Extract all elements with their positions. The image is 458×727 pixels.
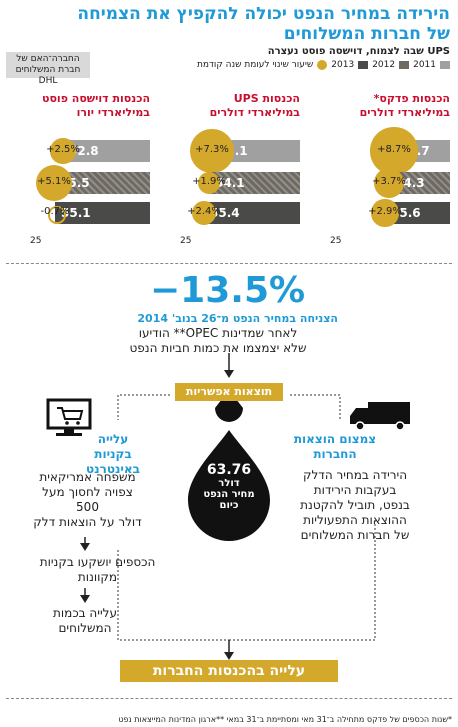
left-text-line: מקוונות bbox=[77, 570, 118, 584]
small-oil-drop-icon bbox=[215, 390, 243, 422]
right-branch-title: צמצום הוצאות החברות bbox=[293, 432, 377, 461]
chart-subtitle-text: במיליארדי דולרים bbox=[359, 106, 450, 119]
chart-title: הכנסות דוישסה פוסט במיליארדי יורו bbox=[42, 92, 150, 120]
change-label: -0.7% bbox=[40, 206, 70, 217]
oil-drop-percent: −13.5% bbox=[150, 270, 306, 311]
dhl-note: החברה־האם של חברת המשלוחים DHL bbox=[6, 52, 90, 86]
chart-title: הכנסות UPS במיליארדי דולרים bbox=[210, 92, 300, 120]
chart-title-text: הכנסות פדקס* bbox=[373, 92, 450, 105]
left-branch-text-3: עלייה בכמות המשלוחים bbox=[40, 606, 130, 636]
chart-title-text: הכנסות UPS bbox=[233, 92, 300, 105]
axis-label: 25 bbox=[30, 236, 42, 246]
bar-2013: 55.1 bbox=[55, 202, 150, 224]
change-label: +1.9% bbox=[192, 176, 226, 187]
left-branch-text-2: הכספים יושקעו בקניות מקוונות bbox=[30, 555, 165, 585]
legend-2013-swatch bbox=[358, 61, 369, 69]
change-bubble bbox=[371, 199, 399, 227]
opec-line-2: שלא יצמצמו את כמות חביות הנפט bbox=[129, 341, 307, 355]
axis-label: 25 bbox=[180, 236, 192, 246]
right-text-line: בנפט, תוביל להקטנת bbox=[300, 498, 410, 512]
left-text-line: עלייה בכמות bbox=[53, 606, 117, 620]
left-text-line: משפחה אמריקאית bbox=[39, 470, 136, 484]
right-text-line: בעקבות הירידות bbox=[313, 483, 397, 497]
left-branch-text-1: משפחה אמריקאית צפויה לחסוך מעל 500 דולר … bbox=[30, 470, 145, 530]
branch-right-top bbox=[290, 394, 341, 420]
legend-change-dot bbox=[317, 60, 328, 70]
change-label: +3.7% bbox=[372, 176, 406, 187]
computer-icon bbox=[46, 398, 92, 430]
axis-label: 25 bbox=[330, 236, 342, 246]
change-label: +5.1% bbox=[37, 176, 71, 187]
legend-change-label: שיעור שינוי לעומת שנה קודמת bbox=[196, 60, 314, 70]
left-text-line: המשלוחים bbox=[58, 621, 112, 635]
opec-text: לאחר שמדינות OPEC** הודיעו שלא יצמצמו את… bbox=[98, 326, 338, 356]
bar-2013: 55.4 bbox=[204, 202, 300, 224]
arrow-head-outcomes bbox=[224, 370, 234, 378]
oil-price-unit: דולר bbox=[218, 478, 240, 489]
change-bubble bbox=[190, 129, 234, 173]
oil-price-desc-1: מחיר הנפט bbox=[203, 489, 255, 500]
legend-2011-label: 2011 bbox=[413, 60, 436, 70]
change-label: +7.3% bbox=[195, 144, 229, 155]
bar-value-label: 55.1 bbox=[61, 206, 91, 220]
change-bubble bbox=[370, 127, 418, 175]
left-branch-title: עלייה בקניות באינטרנט bbox=[86, 432, 140, 476]
oil-price-value: 63.76 bbox=[206, 462, 252, 478]
branch-left-top bbox=[117, 394, 170, 420]
oil-price: 63.76 דולר מחיר הנפט כיום bbox=[190, 462, 268, 511]
change-bubble bbox=[35, 164, 73, 202]
footer-divider bbox=[6, 698, 452, 699]
title-line-2: של חברות המשלוחים bbox=[283, 24, 450, 44]
cart-icon bbox=[57, 407, 84, 420]
change-bubble bbox=[191, 200, 217, 226]
legend-2013-label: 2013 bbox=[331, 60, 355, 70]
opec-line-1: לאחר שמדינות OPEC** הודיעו bbox=[138, 326, 298, 340]
left-arrow-2-head bbox=[80, 595, 90, 603]
branch-left-bottom bbox=[117, 550, 229, 641]
big-oil-drop-icon bbox=[188, 430, 270, 541]
left-text-line: דולר על הוצאות דלק bbox=[33, 515, 142, 529]
change-label: +8.7% bbox=[377, 144, 411, 155]
change-label: +2.5% bbox=[46, 144, 80, 155]
right-branch-text: הירידה במחיר הדלק בעקבות הירידות בנפט, ת… bbox=[280, 468, 430, 543]
page-subtitle: UPS שבה לצמוח, דוישסה פוסט נעצרה bbox=[267, 46, 450, 57]
legend-2012-label: 2012 bbox=[372, 60, 396, 70]
branch-right-bottom bbox=[229, 520, 376, 641]
right-text-line: הירידה במחיר הדלק bbox=[302, 468, 408, 482]
left-text-line: צפויה לחסוך מעל 500 bbox=[42, 485, 133, 514]
result-box: עלייה בהכנסות החברות bbox=[120, 660, 338, 682]
legend-2011-swatch bbox=[440, 61, 450, 69]
left-text-line: הכספים יושקעו בקניות bbox=[39, 555, 156, 569]
change-bubble bbox=[373, 167, 405, 199]
change-label: +2.4% bbox=[187, 206, 221, 217]
right-text-line: של חברות המשלוחים bbox=[300, 528, 410, 542]
bar-2011: 52.8 bbox=[63, 140, 150, 162]
flow-diagram bbox=[46, 353, 410, 660]
bar-value-label: 54.1 bbox=[215, 176, 245, 190]
oil-price-desc-2: כיום bbox=[219, 500, 239, 511]
section-divider bbox=[6, 263, 452, 264]
title-line-1: הירידה במחיר הנפט יכולה להקפיץ את הצמיחה bbox=[77, 4, 450, 24]
right-text-line: ההוצאות התפעוליות bbox=[303, 513, 407, 527]
change-label: +2.9% bbox=[368, 206, 402, 217]
change-bubble bbox=[197, 171, 221, 195]
chart-title: הכנסות פדקס* במיליארדי דולרים bbox=[360, 92, 450, 120]
legend-2012-swatch bbox=[399, 61, 410, 69]
truck-icon bbox=[368, 402, 410, 424]
change-bubble bbox=[48, 206, 66, 224]
left-arrow-1-head bbox=[80, 543, 90, 551]
footnote: *שנות הכספים של פדקס מתחילה ב־31 מאי ומס… bbox=[118, 715, 452, 724]
bar-value-label: 52.8 bbox=[69, 144, 99, 158]
chart-title-text: הכנסות דוישסה פוסט bbox=[41, 92, 150, 105]
legend: 2011 2012 2013 שיעור שינוי לעומת שנה קוד… bbox=[197, 60, 450, 70]
outcomes-label: תוצאות אפשריות bbox=[175, 383, 283, 401]
bar-2012: 54.1 bbox=[209, 172, 300, 194]
oil-drop-caption: הצניחה במחיר הנפט מ־26 בנוב' 2014 bbox=[137, 312, 338, 325]
chart-subtitle-text: במיליארדי דולרים bbox=[209, 106, 300, 119]
change-bubble bbox=[50, 138, 76, 164]
arrow-head-result bbox=[224, 652, 234, 660]
bar-value-label: 55.4 bbox=[210, 206, 240, 220]
page-title: הירידה במחיר הנפט יכולה להקפיץ את הצמיחה… bbox=[10, 4, 450, 44]
chart-subtitle-text: במיליארדי יורו bbox=[76, 106, 150, 119]
